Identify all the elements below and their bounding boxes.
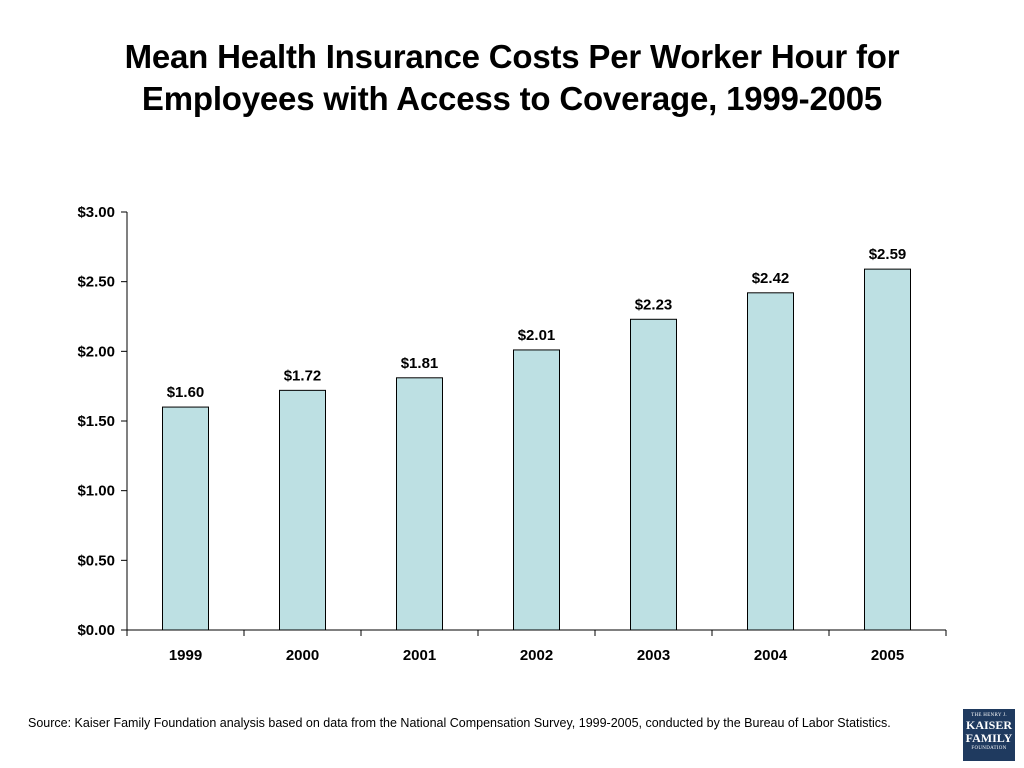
logo-line-2: KAISER xyxy=(965,718,1012,732)
bar xyxy=(864,268,911,631)
y-tick-label: $0.50 xyxy=(77,552,115,569)
x-category-label: 2002 xyxy=(520,647,553,664)
y-tick-label: $3.00 xyxy=(77,204,115,221)
bar xyxy=(279,389,326,631)
bar xyxy=(162,406,209,631)
source-note: Source: Kaiser Family Foundation analysi… xyxy=(28,716,891,730)
bar-value-label: $1.81 xyxy=(401,355,439,372)
bar-value-label: $2.01 xyxy=(518,327,556,344)
logo-line-3: FAMILY xyxy=(965,731,1013,745)
x-category-label: 2000 xyxy=(286,647,319,664)
x-category-label: 2001 xyxy=(403,647,436,664)
bar-value-label: $2.42 xyxy=(752,270,790,287)
bar-value-label: $2.59 xyxy=(869,246,907,263)
logo-line-4: FOUNDATION xyxy=(971,746,1007,751)
y-tick-label: $1.00 xyxy=(77,483,115,500)
bar-value-label: $2.23 xyxy=(635,296,673,313)
bar xyxy=(747,292,794,631)
x-category-label: 2004 xyxy=(754,647,788,664)
x-category-label: 1999 xyxy=(169,647,202,664)
bar-value-label: $1.72 xyxy=(284,367,322,384)
bar-chart: $0.00 $0.50 $1.00 $1.50 $2.00 $2.50 $3.00 $1.60… xyxy=(77,204,947,664)
x-category-label: 2003 xyxy=(637,647,670,664)
chart-title: Mean Health Insurance Costs Per Worker H… xyxy=(124,38,900,117)
bar xyxy=(396,377,443,631)
x-category-label: 2005 xyxy=(871,647,904,664)
bar-value-label: $1.60 xyxy=(167,384,205,401)
y-tick-label: $2.50 xyxy=(77,274,115,291)
bar xyxy=(630,318,677,631)
kaiser-logo: THE HENRY J. KAISER FAMILY FOUNDATION xyxy=(963,709,1015,761)
logo-line-1: THE HENRY J. xyxy=(971,713,1007,718)
y-tick-label: $1.50 xyxy=(77,413,115,430)
y-tick-label: $2.00 xyxy=(77,343,115,360)
bar xyxy=(513,349,560,631)
y-tick-label: $0.00 xyxy=(77,622,115,639)
